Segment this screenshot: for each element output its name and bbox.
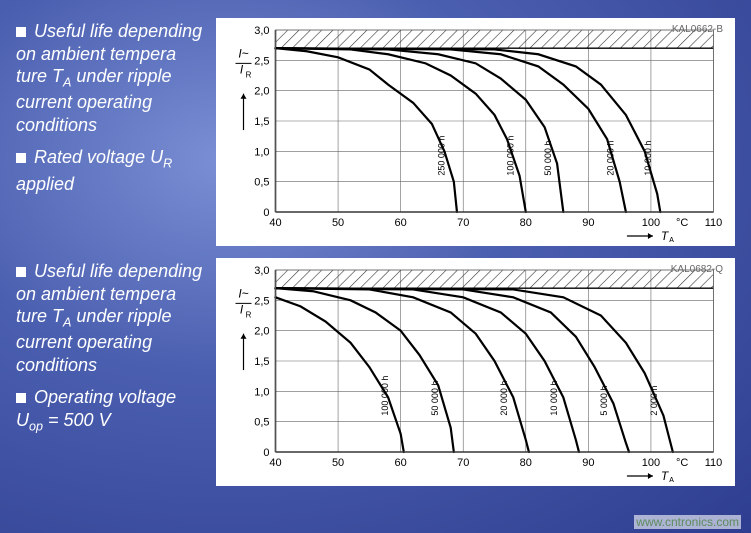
svg-text:20 000 h: 20 000 h — [605, 141, 615, 176]
panel-top: Useful life depending on ambient tempera… — [16, 18, 735, 246]
svg-text:110: 110 — [705, 217, 723, 229]
chart-bottom: 100 000 h 50 000 h 20 000 h 10 000 h 5 000 h… — [224, 264, 727, 482]
svg-text:40: 40 — [269, 217, 281, 229]
watermark: www.cntronics.com — [634, 515, 741, 529]
svg-text:R: R — [246, 70, 252, 79]
left-text-bottom: Useful life depending on ambient tempera… — [16, 258, 206, 445]
bullet-text-1a: Useful life depending on ambient tempera… — [16, 21, 202, 135]
svg-text:100: 100 — [642, 457, 660, 469]
panel-bottom: Useful life depending on ambient tempera… — [16, 258, 735, 486]
svg-text:R: R — [246, 310, 252, 319]
chart-id-top: KAL0662-B — [672, 24, 723, 35]
svg-text:2,5: 2,5 — [254, 55, 269, 67]
bullet-text-1b: Rated voltage UR applied — [16, 147, 172, 193]
svg-text:10 000 h: 10 000 h — [643, 141, 653, 176]
svg-text:250 000 h: 250 000 h — [436, 136, 446, 176]
svg-text:°C: °C — [676, 457, 688, 469]
chart-id-bottom: KAL0682-Q — [671, 264, 723, 275]
svg-text:10 000 h: 10 000 h — [549, 381, 559, 416]
svg-text:100: 100 — [642, 217, 660, 229]
svg-text:40: 40 — [269, 457, 281, 469]
svg-text:50: 50 — [332, 457, 344, 469]
left-text-top: Useful life depending on ambient tempera… — [16, 18, 206, 205]
svg-text:20 000 h: 20 000 h — [499, 381, 509, 416]
svg-text:1,0: 1,0 — [254, 386, 269, 398]
svg-text:1,5: 1,5 — [254, 116, 269, 128]
svg-text:1,5: 1,5 — [254, 356, 269, 368]
svg-text:A: A — [669, 476, 675, 482]
svg-text:90: 90 — [582, 457, 594, 469]
svg-text:I: I — [240, 303, 244, 317]
svg-text:5 000 h: 5 000 h — [599, 386, 609, 416]
svg-text:100 000 h: 100 000 h — [380, 376, 390, 416]
bullet-text-2a: Useful life depending on ambient tempera… — [16, 261, 202, 375]
svg-text:90: 90 — [582, 217, 594, 229]
bullet-square-icon — [16, 153, 26, 163]
svg-text:°C: °C — [676, 217, 688, 229]
svg-text:0: 0 — [263, 447, 269, 459]
svg-text:2,0: 2,0 — [254, 86, 269, 98]
chart-wrap-bottom: KAL0682-Q 100 000 h 50 000 h 20 000 h 10 00… — [216, 258, 735, 486]
svg-text:2,5: 2,5 — [254, 295, 269, 307]
bullet-square-icon — [16, 27, 26, 37]
svg-text:60: 60 — [395, 217, 407, 229]
svg-text:0: 0 — [263, 207, 269, 219]
page-root: Useful life depending on ambient tempera… — [0, 0, 751, 533]
svg-text:0,5: 0,5 — [254, 417, 269, 429]
bullet-2a: Useful life depending on ambient tempera… — [16, 260, 206, 376]
svg-text:110: 110 — [705, 457, 723, 469]
svg-text:70: 70 — [457, 217, 469, 229]
svg-text:70: 70 — [457, 457, 469, 469]
svg-text:50: 50 — [332, 217, 344, 229]
svg-text:60: 60 — [395, 457, 407, 469]
svg-text:2,0: 2,0 — [254, 326, 269, 338]
svg-text:3,0: 3,0 — [254, 25, 269, 37]
bullet-square-icon — [16, 267, 26, 277]
bullet-text-2b: Operating volt​age Uop = 500 V — [16, 387, 176, 430]
svg-text:50 000 h: 50 000 h — [543, 141, 553, 176]
svg-text:80: 80 — [520, 217, 532, 229]
chart-top: 250 000 h 100 000 h 50 000 h 20 000 h 10 000… — [224, 24, 727, 242]
bullet-1a: Useful life depending on ambient tempera… — [16, 20, 206, 136]
chart-wrap-top: KAL0662-B 250 000 h 100 000 h 50 000 h 20 0… — [216, 18, 735, 246]
svg-text:50 000 h: 50 000 h — [430, 381, 440, 416]
svg-text:I: I — [240, 63, 244, 77]
bullet-1b: Rated voltage UR applied — [16, 146, 206, 195]
svg-text:I~: I~ — [238, 286, 248, 300]
svg-text:100 000 h: 100 000 h — [505, 136, 515, 176]
svg-text:80: 80 — [520, 457, 532, 469]
svg-text:1,0: 1,0 — [254, 146, 269, 158]
svg-text:3,0: 3,0 — [254, 265, 269, 277]
bullet-square-icon — [16, 393, 26, 403]
svg-text:0,5: 0,5 — [254, 177, 269, 189]
bullet-2b: Operating volt​age Uop = 500 V — [16, 386, 206, 435]
svg-text:A: A — [669, 236, 675, 242]
svg-text:2 000 h: 2 000 h — [649, 386, 659, 416]
svg-text:I~: I~ — [238, 46, 248, 60]
